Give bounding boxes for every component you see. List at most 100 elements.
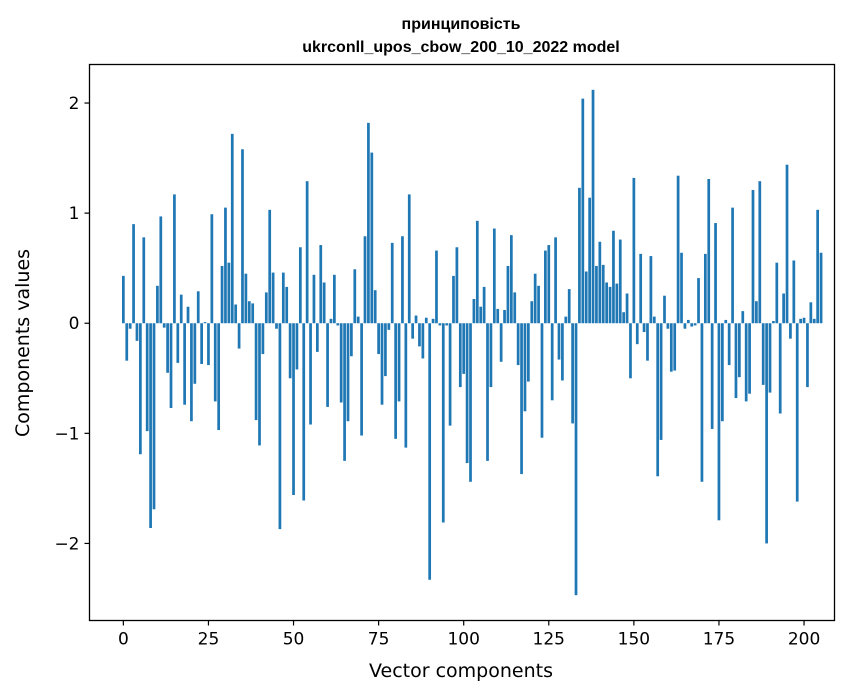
bar-36 xyxy=(244,273,248,324)
bar-17 xyxy=(179,294,183,324)
bar-25 xyxy=(207,323,210,366)
bar-32 xyxy=(230,133,234,324)
bar-46 xyxy=(278,323,282,530)
bar-29 xyxy=(220,265,224,324)
bar-151 xyxy=(635,323,639,345)
bar-94 xyxy=(441,323,445,523)
bar-153 xyxy=(642,323,646,333)
bar-170 xyxy=(700,323,704,482)
bar-194 xyxy=(782,293,785,324)
bar-200 xyxy=(802,317,806,324)
bar-198 xyxy=(795,323,799,502)
bar-173 xyxy=(710,323,714,429)
bar-76 xyxy=(380,323,384,405)
bar-5 xyxy=(139,323,142,455)
bar-128 xyxy=(557,323,561,360)
bar-144 xyxy=(612,230,615,324)
bar-54 xyxy=(305,181,309,324)
bar-164 xyxy=(680,252,683,324)
bar-1 xyxy=(125,323,129,361)
bar-159 xyxy=(663,295,666,324)
chart-title-line1: принциповість xyxy=(402,16,521,33)
bar-30 xyxy=(224,207,227,324)
bar-84 xyxy=(407,194,411,324)
bar-70 xyxy=(360,323,363,436)
bar-50 xyxy=(292,323,295,495)
bar-162 xyxy=(673,323,677,371)
bar-137 xyxy=(588,197,591,324)
bar-92 xyxy=(435,250,438,324)
bar-67 xyxy=(350,323,353,357)
bar-138 xyxy=(591,89,595,324)
bar-177 xyxy=(724,319,728,324)
y-tick-label: −2 xyxy=(54,534,79,554)
bar-154 xyxy=(646,323,649,361)
bar-37 xyxy=(247,301,251,324)
bar-65 xyxy=(343,323,346,461)
bar-23 xyxy=(200,323,203,364)
bar-79 xyxy=(390,242,394,324)
bar-175 xyxy=(717,323,721,521)
bar-3 xyxy=(132,224,135,324)
bar-163 xyxy=(676,175,680,324)
bar-168 xyxy=(693,323,697,326)
bar-27 xyxy=(213,323,217,402)
bar-52 xyxy=(298,247,302,324)
bar-41 xyxy=(261,323,265,355)
y-tick-label: 1 xyxy=(69,204,80,224)
bar-157 xyxy=(656,323,660,477)
bar-60 xyxy=(326,323,329,407)
bar-44 xyxy=(271,272,275,324)
bar-188 xyxy=(761,323,765,385)
bar-7 xyxy=(145,323,149,432)
bar-93 xyxy=(438,323,442,326)
bar-19 xyxy=(186,306,190,324)
bar-59 xyxy=(322,282,326,324)
bar-33 xyxy=(234,304,238,324)
bar-87 xyxy=(418,323,421,347)
bar-145 xyxy=(615,283,619,324)
bar-103 xyxy=(472,299,476,324)
bar-74 xyxy=(373,290,377,324)
bar-35 xyxy=(241,149,244,324)
y-axis-label: Components values xyxy=(12,249,34,437)
bar-149 xyxy=(629,323,632,379)
bar-56 xyxy=(312,274,316,324)
bar-109 xyxy=(492,228,496,324)
bar-31 xyxy=(227,262,231,324)
bar-38 xyxy=(251,303,255,324)
bar-111 xyxy=(499,323,503,362)
bar-113 xyxy=(506,265,510,324)
bar-83 xyxy=(404,323,408,448)
bar-6 xyxy=(142,237,146,324)
bar-205 xyxy=(819,252,823,324)
bar-123 xyxy=(540,323,544,438)
bar-118 xyxy=(523,323,527,412)
bar-165 xyxy=(683,323,687,329)
bar-117 xyxy=(520,323,523,475)
bar-146 xyxy=(618,239,622,324)
bar-130 xyxy=(564,316,568,324)
bar-107 xyxy=(486,323,489,461)
bar-185 xyxy=(751,190,755,324)
bar-125 xyxy=(547,245,551,324)
bar-204 xyxy=(816,209,820,324)
bar-112 xyxy=(503,310,506,324)
bar-10 xyxy=(156,285,159,324)
bar-101 xyxy=(465,323,469,464)
bar-68 xyxy=(353,269,357,324)
bar-85 xyxy=(411,323,415,339)
bar-158 xyxy=(659,323,663,440)
bar-88 xyxy=(421,323,425,359)
bar-140 xyxy=(598,241,602,324)
bar-106 xyxy=(482,286,486,324)
bar-187 xyxy=(758,181,762,324)
bar-80 xyxy=(394,323,397,439)
bar-102 xyxy=(469,323,472,482)
bar-179 xyxy=(731,207,734,324)
bar-55 xyxy=(309,323,312,425)
bar-98 xyxy=(455,247,459,324)
bar-63 xyxy=(336,323,340,326)
bar-169 xyxy=(697,278,700,324)
bar-57 xyxy=(315,323,319,352)
